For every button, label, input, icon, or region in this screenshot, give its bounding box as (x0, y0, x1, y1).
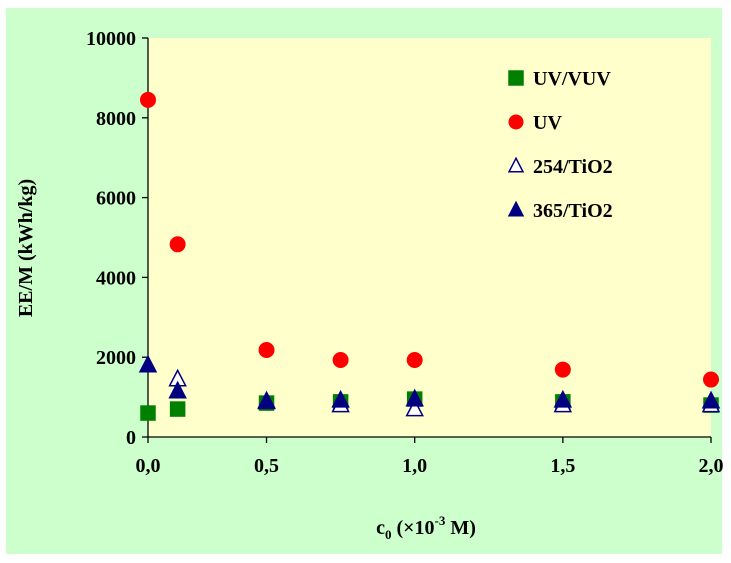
legend-marker (507, 200, 525, 217)
legend-marker (508, 70, 524, 86)
data-point (169, 236, 186, 253)
x-axis-label-main: c (376, 517, 385, 539)
x-tick-label: 0,0 (136, 455, 161, 477)
y-tick-label: 8000 (96, 108, 136, 130)
y-tick-label: 4000 (96, 267, 136, 289)
legend-marker (508, 114, 524, 130)
series-uv (140, 91, 719, 388)
data-point (257, 390, 276, 409)
y-tick-label: 2000 (96, 347, 136, 369)
data-point (168, 380, 187, 399)
data-point (138, 354, 158, 373)
x-tick-label: 2,0 (699, 455, 724, 477)
data-point (140, 405, 156, 421)
data-point (258, 342, 275, 359)
x-tick-label: 1,5 (550, 455, 575, 477)
data-point (553, 389, 573, 408)
legend-label: 254/TiO2 (533, 156, 613, 178)
data-point (554, 361, 571, 378)
x-axis-label-sup: -3 (435, 513, 446, 528)
data-point (140, 91, 156, 108)
legend-label: UV (533, 112, 562, 134)
data-point (169, 401, 186, 417)
x-tick-label: 1,0 (402, 455, 427, 477)
x-axis-label-sub: 0 (385, 527, 392, 542)
x-tick-label: 0,5 (254, 455, 279, 477)
axes: 0 2000 4000 6000 8000 10000 0,0 0,5 1,0 1,5 2,0 (86, 28, 724, 477)
x-axis-label-end: M) (445, 517, 476, 539)
data-point (406, 351, 423, 368)
legend-label: UV/VUV (533, 68, 611, 90)
plot-area (148, 38, 711, 437)
y-tick-label: 6000 (96, 188, 136, 210)
x-axis-label-rest: (×10 (391, 517, 434, 539)
legend-marker (507, 156, 525, 173)
x-axis-label: c0 (×10-3 M) (376, 513, 476, 542)
data-marks (138, 91, 721, 421)
y-axis-label: EE/M (kWh/kg) (15, 179, 37, 317)
data-point (703, 371, 719, 388)
data-point (331, 389, 350, 408)
data-point (405, 398, 424, 417)
data-point (701, 390, 721, 409)
series-365-tio2 (138, 354, 721, 409)
data-point (332, 351, 349, 368)
y-tick-label: 10000 (86, 28, 136, 50)
legend-label: 365/TiO2 (533, 200, 613, 222)
data-point (405, 388, 424, 407)
legend: UV/VUV UV 254/TiO2 365/TiO2 (507, 68, 613, 222)
y-tick-label: 0 (126, 427, 136, 449)
